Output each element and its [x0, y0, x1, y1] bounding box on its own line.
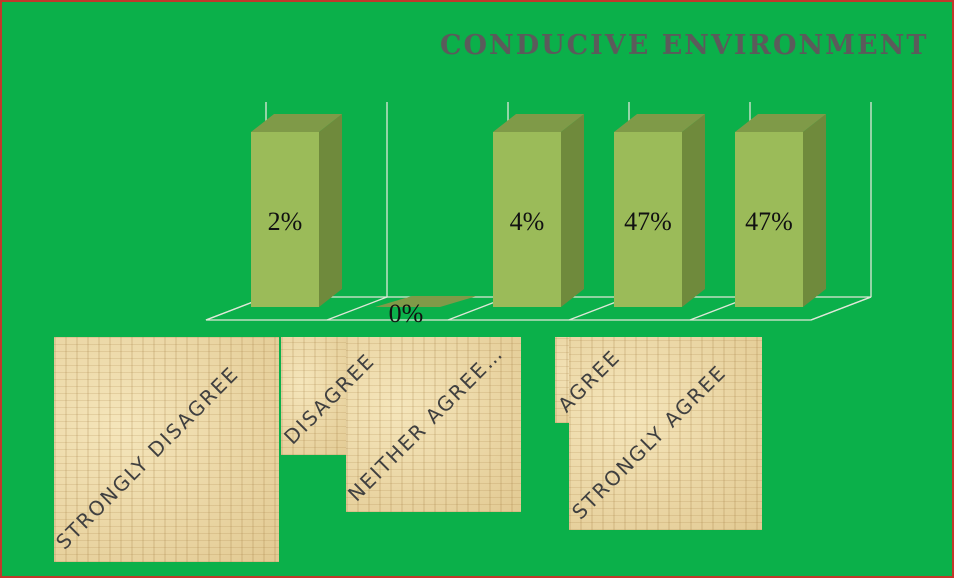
floor-divider: [810, 296, 872, 321]
data-label: 0%: [389, 299, 424, 328]
bar: [251, 132, 319, 307]
bar: [614, 132, 682, 307]
data-label: 2%: [268, 207, 303, 236]
bar-top: [493, 114, 584, 132]
bar: [735, 132, 803, 307]
bar-side: [803, 114, 826, 307]
label-background: [281, 337, 351, 455]
label-background: [569, 337, 762, 530]
bar-side: [561, 114, 584, 307]
bar-side: [319, 114, 342, 307]
bar: [493, 132, 561, 307]
label-background: [54, 337, 279, 562]
bar-side: [682, 114, 705, 307]
bar-top: [735, 114, 826, 132]
floor-divider: [326, 296, 388, 321]
bar-top: [251, 114, 342, 132]
label-background: [346, 337, 521, 512]
bar: [375, 296, 477, 307]
bar-top: [614, 114, 705, 132]
data-label: 4%: [510, 207, 545, 236]
data-label: 47%: [745, 207, 793, 236]
data-label: 47%: [624, 207, 672, 236]
chart-title: CONDUCIVE ENVIRONMENT: [440, 30, 929, 61]
